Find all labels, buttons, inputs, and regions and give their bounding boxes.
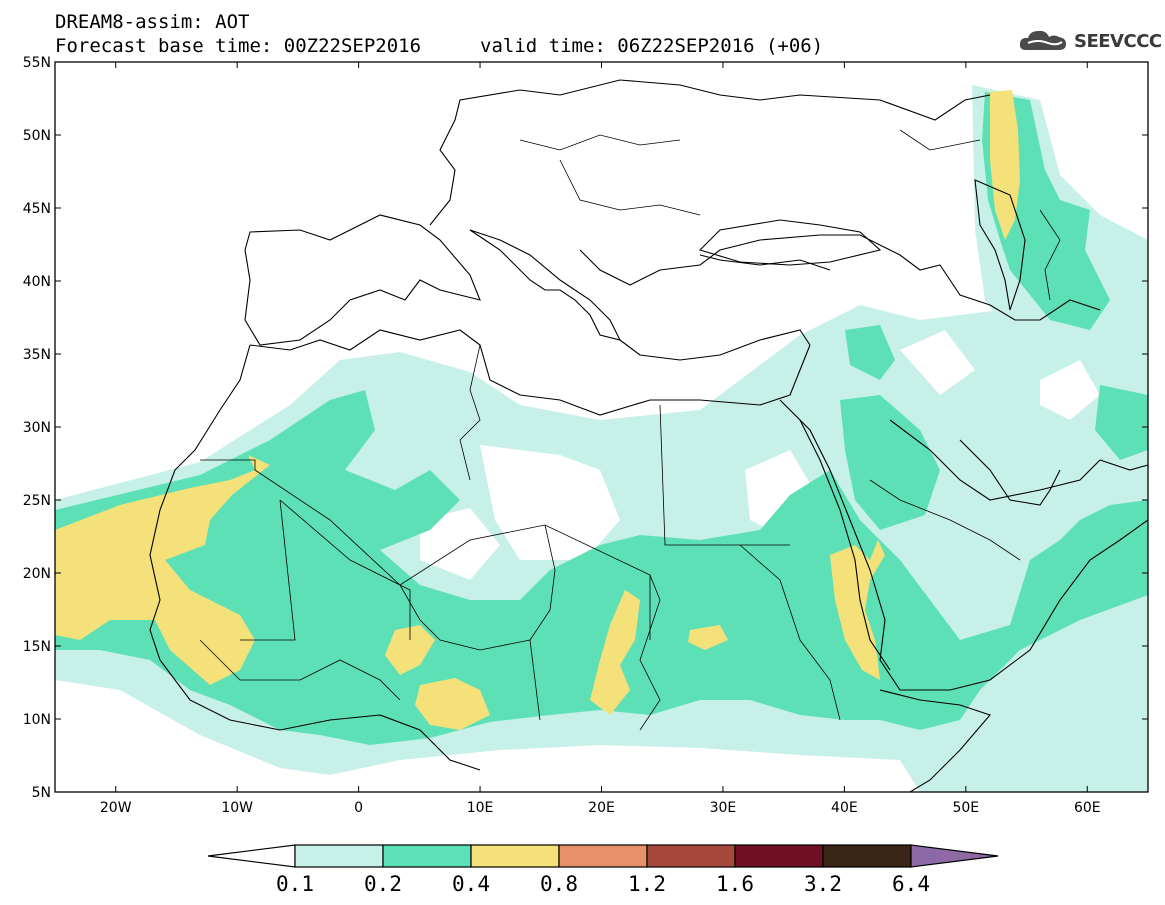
valid-time: valid time: 06Z22SEP2016 (+06) [480, 35, 824, 57]
lat-tick-label: 50N [23, 128, 51, 144]
colorbar-swatch [294, 844, 384, 868]
lat-tick-label: 35N [23, 347, 51, 363]
lat-tick-label: 40N [23, 274, 51, 290]
map-title: DREAM8-assim: AOT [55, 11, 250, 33]
lat-tick-label: 10N [23, 712, 51, 728]
colorbar-swatch [558, 844, 648, 868]
lat-tick-label: 45N [23, 201, 51, 217]
lat-tick-label: 55N [23, 55, 51, 71]
lat-tick-label: 15N [23, 639, 51, 655]
colorbar-label: 1.2 [628, 872, 666, 896]
colorbar-swatch [734, 844, 824, 868]
lon-tick-label: 60E [1074, 800, 1101, 816]
forecast-base-time: Forecast base time: 00Z22SEP2016 [55, 35, 422, 57]
colorbar-label: 0.8 [540, 872, 578, 896]
colorbar-over-arrow [910, 844, 999, 868]
aot-level-0.4 [55, 90, 1020, 730]
country-borders [199, 129, 1061, 731]
seevccc-logo: SEEVCCC [1018, 28, 1162, 54]
lon-tick-label: 20W [100, 800, 132, 816]
logo-text: SEEVCCC [1074, 30, 1162, 52]
lon-tick-label: 10W [221, 800, 253, 816]
colorbar-swatch [646, 844, 736, 868]
lon-tick-label: 20E [588, 800, 615, 816]
colorbar-label: 3.2 [804, 872, 842, 896]
coastlines [149, 79, 1148, 792]
colorbar-label: 0.1 [276, 872, 314, 896]
lat-tick-label: 30N [23, 420, 51, 436]
longitude-axis: 20W 10W 0 10E 20E 30E 40E 50E 60E [100, 62, 1101, 816]
colorbar-swatch [382, 844, 472, 868]
lon-tick-label: 50E [952, 800, 979, 816]
lat-tick-label: 25N [23, 493, 51, 509]
latitude-axis: 5N 10N 15N 20N 25N 30N 35N 40N 45N 50N 55N [23, 55, 1148, 801]
colorbar-label: 1.6 [716, 872, 754, 896]
lat-tick-label: 5N [32, 785, 51, 801]
colorbar-swatch [470, 844, 560, 868]
colorbar: 0.1 0.2 0.4 0.8 1.2 1.6 3.2 6.4 [207, 844, 999, 896]
colorbar-swatch [822, 844, 912, 868]
colorbar-label: 0.2 [364, 872, 402, 896]
lon-tick-label: 30E [710, 800, 737, 816]
cloud-icon [1019, 30, 1066, 50]
colorbar-label: 0.4 [452, 872, 490, 896]
lon-tick-label: 0 [354, 800, 363, 816]
colorbar-label: 6.4 [892, 872, 930, 896]
aot-field [55, 62, 1148, 792]
lon-tick-label: 40E [831, 800, 858, 816]
lat-tick-label: 20N [23, 566, 51, 582]
lon-tick-label: 10E [467, 800, 494, 816]
colorbar-under-arrow [207, 844, 296, 868]
